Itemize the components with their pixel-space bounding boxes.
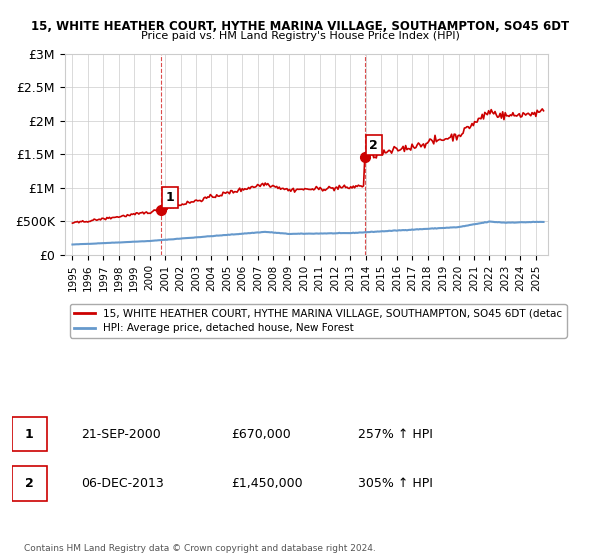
Legend: 15, WHITE HEATHER COURT, HYTHE MARINA VILLAGE, SOUTHAMPTON, SO45 6DT (detac, HPI: 15, WHITE HEATHER COURT, HYTHE MARINA VI… <box>70 304 566 338</box>
Text: £670,000: £670,000 <box>231 428 290 441</box>
Text: 1: 1 <box>25 428 34 441</box>
Text: Price paid vs. HM Land Registry's House Price Index (HPI): Price paid vs. HM Land Registry's House … <box>140 31 460 41</box>
Text: £1,450,000: £1,450,000 <box>231 477 302 490</box>
FancyBboxPatch shape <box>12 466 47 501</box>
Text: Contains HM Land Registry data © Crown copyright and database right 2024.: Contains HM Land Registry data © Crown c… <box>23 544 375 553</box>
Text: 1: 1 <box>166 191 174 204</box>
Text: 06-DEC-2013: 06-DEC-2013 <box>81 477 164 490</box>
Text: 305% ↑ HPI: 305% ↑ HPI <box>358 477 433 490</box>
Text: 2: 2 <box>370 139 378 152</box>
Text: 15, WHITE HEATHER COURT, HYTHE MARINA VILLAGE, SOUTHAMPTON, SO45 6DT: 15, WHITE HEATHER COURT, HYTHE MARINA VI… <box>31 20 569 32</box>
Text: 21-SEP-2000: 21-SEP-2000 <box>81 428 161 441</box>
Text: 257% ↑ HPI: 257% ↑ HPI <box>358 428 433 441</box>
Text: 2: 2 <box>25 477 34 490</box>
FancyBboxPatch shape <box>12 417 47 451</box>
